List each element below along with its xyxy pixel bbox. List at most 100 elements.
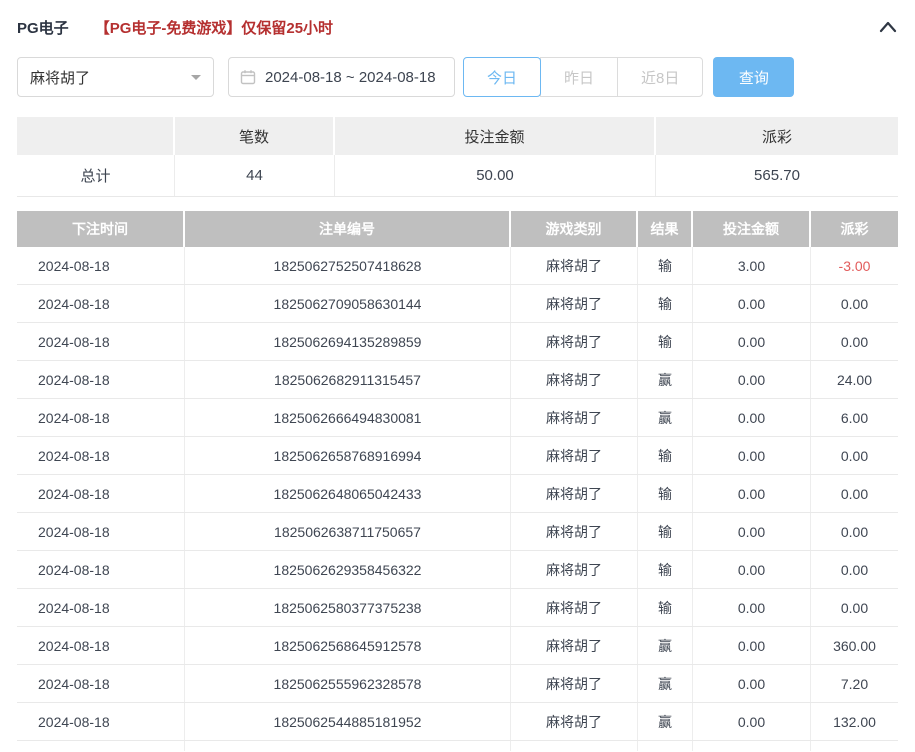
cell-payout: 0.00	[840, 561, 869, 578]
cell-game: 麻将胡了	[511, 665, 638, 702]
topbar: PG电子 【PG电子-免费游戏】仅保留25小时	[17, 0, 898, 48]
table-row: 2024-08-18 1825062709058630144 麻将胡了 输 0.…	[17, 285, 898, 323]
game-select-value: 麻将胡了	[30, 69, 91, 87]
summary-total-label: 总计	[17, 155, 175, 196]
cell-order-id: 1825062666494830081	[185, 399, 511, 436]
summary-total-bet-amount: 50.00	[335, 155, 656, 196]
cell-date: 2024-08-18	[17, 399, 185, 436]
cell-payout: 0.00	[840, 333, 869, 350]
cell-bet	[693, 741, 811, 751]
cell-bet: 0.00	[693, 323, 811, 360]
summary-header-blank	[17, 117, 175, 155]
cell-bet: 3.00	[693, 247, 811, 284]
game-select[interactable]: 麻将胡了	[17, 57, 214, 97]
cell-bet: 0.00	[693, 627, 811, 664]
cell-result: 赢	[638, 361, 693, 398]
cell-date: 2024-08-18	[17, 513, 185, 550]
cell-result: 赢	[638, 399, 693, 436]
cell-order-id: 1825062658768916994	[185, 437, 511, 474]
cell-order-id: 1825062752507418628	[185, 247, 511, 284]
col-header-bet-time: 下注时间	[17, 211, 185, 247]
col-header-payout: 派彩	[811, 211, 898, 247]
cell-date: 2024-08-18	[17, 551, 185, 588]
cell-payout: 360.00	[833, 637, 876, 654]
table-row: 2024-08-18 1825062682911315457 麻将胡了 赢 0.…	[17, 361, 898, 399]
cell-game: 麻将胡了	[511, 361, 638, 398]
cell-game: 麻将胡了	[511, 551, 638, 588]
cell-bet: 0.00	[693, 551, 811, 588]
cell-bet: 0.00	[693, 285, 811, 322]
cell-date: 2024-08-18	[17, 627, 185, 664]
quick-range-yesterday-button[interactable]: 昨日	[540, 57, 619, 97]
col-header-bet-amount: 投注金额	[693, 211, 811, 247]
chevron-up-icon[interactable]	[878, 19, 898, 35]
cell-date: 2024-08-18	[17, 285, 185, 322]
cell-order-id: 1825062648065042433	[185, 475, 511, 512]
cell-game	[511, 741, 638, 751]
cell-payout: 0.00	[840, 599, 869, 616]
table-row: 2024-08-18 1825062555962328578 麻将胡了 赢 0.…	[17, 665, 898, 703]
quick-range-last8days-button[interactable]: 近8日	[617, 57, 704, 97]
summary-header-bet-amount: 投注金额	[335, 117, 656, 155]
summary-header-row: 笔数 投注金额 派彩	[17, 117, 898, 155]
summary-total-row: 总计 44 50.00 565.70	[17, 155, 898, 197]
cell-date: 2024-08-18	[17, 475, 185, 512]
cell-game: 麻将胡了	[511, 475, 638, 512]
date-range-picker[interactable]: 2024-08-18 ~ 2024-08-18	[228, 57, 455, 97]
retention-notice: 【PG电子-免费游戏】仅保留25小时	[94, 19, 334, 37]
table-row: 2024-08-18 1825062629358456322 麻将胡了 输 0.…	[17, 551, 898, 589]
cell-payout: 0.00	[840, 447, 869, 464]
table-row: 2024-08-18 1825062544885181952 麻将胡了 赢 0.…	[17, 703, 898, 741]
cell-order-id: 1825062555962328578	[185, 665, 511, 702]
cell-result: 输	[638, 513, 693, 550]
table-row: 2024-08-18 1825062658768916994 麻将胡了 输 0.…	[17, 437, 898, 475]
cell-payout: 132.00	[833, 713, 876, 730]
quick-range-group: 今日 昨日 近8日	[463, 57, 704, 97]
bet-table: 下注时间 注单编号 游戏类别 结果 投注金额 派彩 2024-08-18 182…	[17, 211, 898, 751]
cell-payout	[811, 741, 898, 751]
cell-payout: 6.00	[840, 409, 869, 426]
bet-table-header-row: 下注时间 注单编号 游戏类别 结果 投注金额 派彩	[17, 211, 898, 247]
table-row: 2024-08-18 1825062580377375238 麻将胡了 输 0.…	[17, 589, 898, 627]
cell-result: 赢	[638, 665, 693, 702]
summary-total-count: 44	[175, 155, 335, 196]
cell-payout: -3.00	[838, 257, 871, 274]
bet-table-body: 2024-08-18 1825062752507418628 麻将胡了 输 3.…	[17, 247, 898, 741]
cell-result: 输	[638, 247, 693, 284]
search-button[interactable]: 查询	[713, 57, 795, 97]
cell-game: 麻将胡了	[511, 437, 638, 474]
cell-date: 2024-08-18	[17, 665, 185, 702]
cell-order-id: 1825062694135289859	[185, 323, 511, 360]
cell-date: 2024-08-18	[17, 437, 185, 474]
cell-date: 2024-08-18	[17, 247, 185, 284]
cell-bet: 0.00	[693, 399, 811, 436]
cell-payout: 0.00	[840, 485, 869, 502]
cell-order-id: 1825062544885181952	[185, 703, 511, 740]
summary-table: 笔数 投注金额 派彩 总计 44 50.00 565.70	[17, 117, 898, 197]
cell-result: 输	[638, 437, 693, 474]
cell-bet: 0.00	[693, 361, 811, 398]
cell-game: 麻将胡了	[511, 285, 638, 322]
col-header-order-id: 注单编号	[185, 211, 511, 247]
table-row-partial	[17, 741, 898, 751]
cell-result: 赢	[638, 627, 693, 664]
cell-date	[17, 741, 185, 751]
cell-order-id: 1825062638711750657	[185, 513, 511, 550]
cell-result: 赢	[638, 703, 693, 740]
cell-result: 输	[638, 589, 693, 626]
summary-total-payout: 565.70	[754, 167, 800, 184]
cell-bet: 0.00	[693, 437, 811, 474]
quick-range-today-button[interactable]: 今日	[463, 57, 542, 97]
summary-header-count: 笔数	[175, 117, 335, 155]
cell-result: 输	[638, 551, 693, 588]
cell-date: 2024-08-18	[17, 361, 185, 398]
cell-order-id: 1825062580377375238	[185, 589, 511, 626]
table-row: 2024-08-18 1825062694135289859 麻将胡了 输 0.…	[17, 323, 898, 361]
cell-order-id: 1825062682911315457	[185, 361, 511, 398]
table-row: 2024-08-18 1825062752507418628 麻将胡了 输 3.…	[17, 247, 898, 285]
table-row: 2024-08-18 1825062568645912578 麻将胡了 赢 0.…	[17, 627, 898, 665]
cell-bet: 0.00	[693, 703, 811, 740]
calendar-icon	[240, 70, 256, 85]
collapse-panel-control[interactable]	[878, 19, 898, 35]
